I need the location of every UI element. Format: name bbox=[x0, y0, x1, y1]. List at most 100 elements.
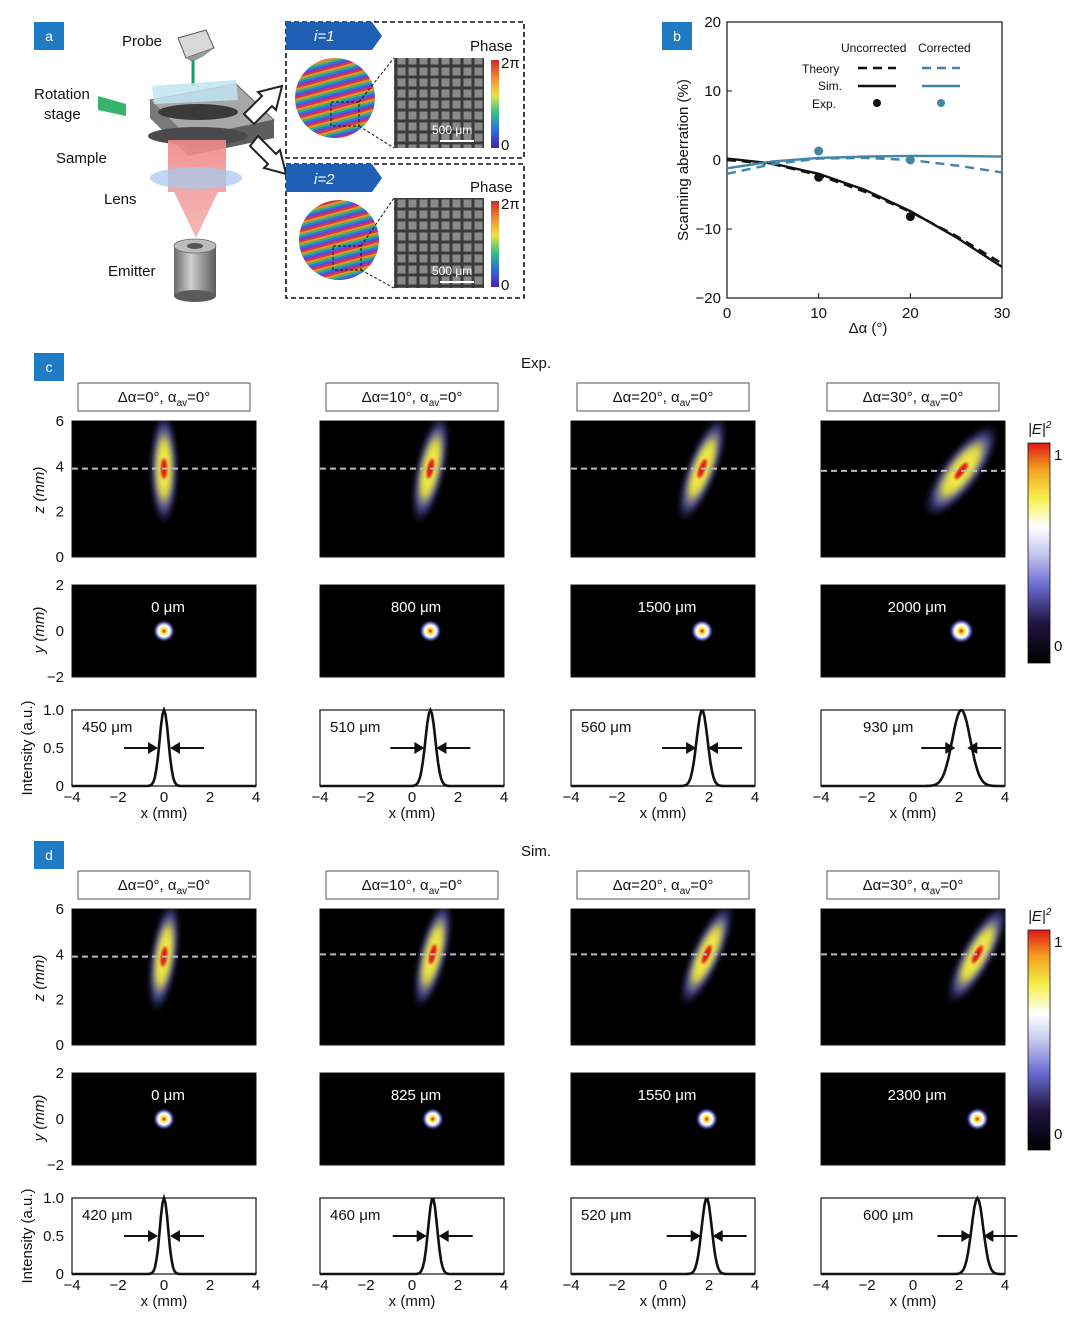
x-tick-label: 4 bbox=[751, 789, 759, 806]
intensity-profile bbox=[821, 709, 1005, 788]
panel-c: c Exp. z (mm) y (mm) Intensity (a.u.) Δα=0°, … bbox=[19, 353, 1009, 822]
fwhm-arrowhead-left bbox=[414, 742, 425, 754]
inset-1-2pi: 2π bbox=[501, 55, 520, 72]
panel-b-badge bbox=[662, 22, 692, 50]
x-tick-label: 4 bbox=[751, 1277, 759, 1294]
field-panels: c Exp. z (mm) y (mm) Intensity (a.u.) Δα=0°, … bbox=[19, 353, 1018, 1310]
beam-icon bbox=[150, 140, 242, 238]
z-tick-label: 6 bbox=[56, 413, 64, 430]
xz-field-map bbox=[570, 420, 756, 558]
x-tick-label: 4 bbox=[252, 1277, 260, 1294]
angle-caption: Δα=0°, αav=0° bbox=[118, 389, 210, 409]
legend-exp: Exp. bbox=[812, 97, 836, 111]
panel-b-ticks: 0 10 20 30 20 10 0 −10 −20 bbox=[696, 14, 1011, 322]
z-tick-label: 2 bbox=[56, 992, 64, 1009]
panel-a: a Probe Rotation stage Sample Lens Emitt… bbox=[34, 21, 525, 302]
x-tick-label: 0 bbox=[909, 789, 917, 806]
intensity-profile bbox=[571, 709, 755, 788]
x-axis-label: x (mm) bbox=[890, 1293, 937, 1310]
fwhm-label: 560 μm bbox=[581, 719, 631, 736]
panel-b: b 0 10 20 30 20 10 0 −10 −20 Δα (°) Scanning abe… bbox=[662, 14, 1010, 337]
x-tick-label: −2 bbox=[357, 789, 374, 806]
inset-1-tag-text: i=1 bbox=[314, 28, 334, 45]
rotation-label-2: stage bbox=[44, 106, 81, 123]
x-axis-label: x (mm) bbox=[640, 1293, 687, 1310]
b-point-corrected bbox=[905, 155, 915, 165]
y-tick-label: 0 bbox=[56, 623, 64, 640]
z-tick-label: 0 bbox=[56, 1037, 64, 1054]
fwhm-arrowhead-left bbox=[961, 1230, 972, 1242]
angle-caption: Δα=30°, αav=0° bbox=[863, 877, 964, 897]
x-tick-label: −4 bbox=[812, 1277, 829, 1294]
x-tick-label: 2 bbox=[454, 789, 462, 806]
panel-a-label: a bbox=[45, 28, 53, 44]
x-tick-label: −4 bbox=[562, 789, 579, 806]
fwhm-arrowhead-right bbox=[436, 742, 447, 754]
panel-b-label: b bbox=[673, 28, 681, 44]
x-axis-label: x (mm) bbox=[640, 805, 687, 822]
fwhm-label: 600 μm bbox=[863, 1207, 913, 1224]
x-tick-label: −2 bbox=[858, 1277, 875, 1294]
depth-label: 0 μm bbox=[151, 1087, 185, 1104]
b-xtick-label: 10 bbox=[810, 305, 827, 322]
depth-label: 0 μm bbox=[151, 599, 185, 616]
intensity-profile bbox=[821, 1195, 1005, 1276]
angle-caption: Δα=20°, αav=0° bbox=[613, 877, 714, 897]
fwhm-arrowhead-right bbox=[712, 1230, 723, 1242]
legend-theory: Theory bbox=[802, 62, 839, 76]
intensity-tick-label: 0.5 bbox=[43, 740, 64, 757]
xy-field-map bbox=[820, 584, 1006, 678]
fwhm-label: 420 μm bbox=[82, 1207, 132, 1224]
x-tick-label: 0 bbox=[909, 1277, 917, 1294]
panel-d-title: Sim. bbox=[521, 843, 551, 860]
inset-2-zero: 0 bbox=[501, 277, 509, 294]
x-axis-label: x (mm) bbox=[389, 1293, 436, 1310]
angle-caption: Δα=20°, αav=0° bbox=[613, 389, 714, 409]
depth-label: 800 μm bbox=[391, 599, 441, 616]
fwhm-label: 510 μm bbox=[330, 719, 380, 736]
z-tick-label: 4 bbox=[56, 458, 64, 475]
column-d-3: Δα=30°, αav=0° 2300 μm 600 μm −4 −2 0 2 4 x (mm) bbox=[812, 870, 1018, 1310]
y-tick-label: −2 bbox=[47, 669, 64, 686]
x-tick-label: 2 bbox=[206, 789, 214, 806]
x-tick-label: 0 bbox=[408, 789, 416, 806]
fwhm-label: 460 μm bbox=[330, 1207, 380, 1224]
xy-focal-spot bbox=[152, 619, 176, 643]
x-tick-label: −4 bbox=[812, 789, 829, 806]
fwhm-arrowhead-left bbox=[686, 742, 697, 754]
angle-caption-box bbox=[576, 870, 750, 900]
fwhm-arrowhead-right bbox=[983, 1230, 994, 1242]
fwhm-label: 450 μm bbox=[82, 719, 132, 736]
legend-corrected: Corrected bbox=[918, 41, 971, 55]
y-axis-label: y (mm) bbox=[31, 1095, 48, 1143]
panel-d-badge bbox=[34, 841, 64, 869]
b-point-corrected bbox=[814, 146, 824, 156]
fwhm-arrowhead-right bbox=[438, 1230, 449, 1242]
b-ytick-label: 10 bbox=[704, 83, 721, 100]
xz-field-map bbox=[319, 908, 505, 1046]
x-tick-label: 2 bbox=[705, 1277, 713, 1294]
probe-icon bbox=[177, 29, 215, 86]
inset-1-phase-disk bbox=[295, 58, 375, 138]
colorbar-c-title: |E|2 bbox=[1028, 420, 1052, 438]
intensity-plot-frame bbox=[71, 1197, 257, 1275]
y-tick-label: 0 bbox=[56, 1111, 64, 1128]
sample-label: Sample bbox=[56, 150, 107, 167]
intensity-axis-label: Intensity (a.u.) bbox=[19, 700, 36, 795]
x-tick-label: 0 bbox=[160, 789, 168, 806]
xy-focal-spot bbox=[965, 1107, 990, 1131]
xy-field-map bbox=[570, 1072, 756, 1166]
fwhm-arrowhead-left bbox=[148, 1230, 158, 1242]
fwhm-label: 520 μm bbox=[581, 1207, 631, 1224]
angle-caption-box bbox=[576, 382, 750, 412]
x-tick-label: −2 bbox=[858, 789, 875, 806]
angle-caption: Δα=30°, αav=0° bbox=[863, 389, 964, 409]
x-tick-label: −2 bbox=[608, 1277, 625, 1294]
intensity-profile bbox=[320, 1197, 504, 1276]
xy-focal-spot bbox=[152, 1107, 176, 1131]
intensity-tick-label: 0 bbox=[56, 1266, 64, 1283]
fwhm-arrowhead-right bbox=[708, 742, 719, 754]
z-tick-label: 4 bbox=[56, 946, 64, 963]
b-line-corrected-sim bbox=[726, 154, 1003, 170]
lens-label: Lens bbox=[104, 191, 137, 208]
